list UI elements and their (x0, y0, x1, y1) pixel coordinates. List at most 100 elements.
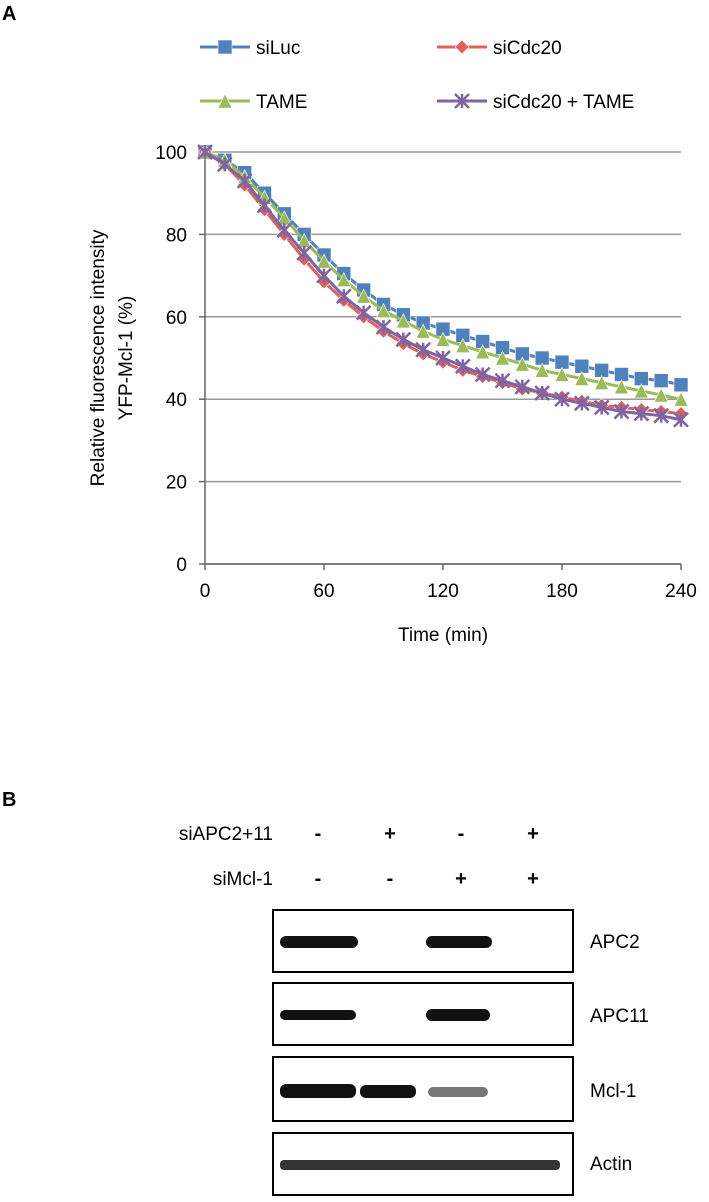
data-line (204, 150, 682, 387)
band-label: Actin (590, 1154, 632, 1175)
blot-frame (272, 1132, 574, 1196)
x-tick-label: 60 (313, 581, 334, 602)
data-point (256, 197, 273, 214)
data-point (494, 372, 511, 389)
condition-sign: - (387, 868, 394, 890)
x-tick-label: 240 (665, 581, 697, 602)
data-point (514, 378, 531, 395)
data-point (653, 387, 669, 403)
y-tick-label: 20 (166, 473, 187, 494)
data-point (495, 350, 510, 366)
data-point (594, 375, 610, 391)
data-point (534, 362, 550, 378)
band (280, 1084, 356, 1098)
legend-label: TAME (256, 92, 307, 113)
data-point (673, 391, 689, 407)
data-point (633, 405, 650, 422)
data-point (415, 323, 431, 339)
band-label: APC11 (590, 1006, 649, 1027)
data-point (554, 366, 570, 382)
data-line (204, 150, 682, 422)
data-point (454, 358, 471, 375)
y-tick-label: 40 (166, 390, 187, 411)
data-point (633, 383, 649, 399)
legend-marker (454, 39, 470, 55)
blot-frame (272, 982, 574, 1046)
data-point (474, 366, 491, 383)
condition-sign: - (458, 823, 465, 845)
band (428, 1087, 488, 1097)
data-point (355, 304, 372, 321)
x-tick-label: 120 (427, 581, 459, 602)
legend-label: siCdc20 + TAME (493, 92, 634, 113)
blot-frame (272, 909, 574, 973)
y-tick-label: 100 (155, 143, 187, 164)
x-axis-title: Time (min) (398, 625, 488, 646)
data-point (316, 267, 332, 284)
data-point (376, 302, 391, 318)
legend-marker (217, 93, 233, 109)
data-point (653, 373, 669, 388)
band (426, 1009, 490, 1021)
data-point (395, 331, 412, 348)
data-point (475, 344, 491, 360)
data-point (197, 144, 213, 160)
data-point (236, 172, 253, 189)
y-tick-label: 60 (166, 308, 187, 329)
data-point (653, 407, 670, 424)
data-point (613, 403, 630, 420)
series (197, 144, 689, 428)
data-point (375, 319, 392, 335)
condition-sign: - (315, 868, 322, 890)
band (280, 936, 358, 948)
data-point (335, 288, 352, 305)
band (280, 1160, 560, 1170)
data-point (336, 272, 352, 288)
condition-sign: + (455, 868, 467, 890)
y-tick-label: 0 (176, 555, 187, 576)
data-point (435, 350, 451, 366)
blot-frame (272, 1056, 574, 1122)
data-point (296, 245, 313, 261)
y-tick-label: 80 (166, 225, 187, 246)
condition-sign: + (527, 868, 539, 890)
data-point (673, 411, 689, 428)
data-point (573, 395, 590, 412)
data-point (356, 288, 372, 304)
data-point (673, 377, 689, 393)
data-point (435, 331, 451, 347)
legend-marker (217, 39, 233, 55)
band-label: Mcl-1 (590, 1081, 636, 1102)
panel-label: A (2, 3, 16, 25)
data-point (276, 222, 293, 239)
series (197, 144, 689, 407)
x-tick-label: 0 (200, 581, 211, 602)
y-axis-title: YFP-Mcl-1 (%) (116, 296, 137, 421)
data-point (216, 156, 233, 173)
band (280, 1010, 356, 1020)
data-point (593, 399, 610, 416)
data-point (554, 391, 570, 408)
condition-sign: + (527, 823, 539, 845)
band-label: APC2 (590, 932, 640, 953)
y-axis-title: Relative fluorescence intensity (88, 229, 109, 486)
band (426, 936, 492, 948)
panel-label: B (2, 789, 16, 811)
data-point (574, 370, 590, 386)
x-tick-label: 180 (546, 581, 578, 602)
data-point (514, 356, 530, 372)
legend-label: siLuc (256, 38, 300, 59)
condition-label: siMcl-1 (213, 869, 273, 890)
data-line (204, 150, 682, 416)
data-point (316, 253, 332, 269)
band (360, 1085, 416, 1098)
data-point (614, 379, 629, 395)
legend-marker (454, 93, 470, 109)
data-point (534, 385, 551, 401)
legend-label: siCdc20 (493, 38, 562, 59)
data-point (395, 313, 411, 329)
western-blot (272, 909, 574, 1196)
condition-label: siAPC2+11 (179, 824, 273, 845)
data-point (415, 341, 432, 358)
